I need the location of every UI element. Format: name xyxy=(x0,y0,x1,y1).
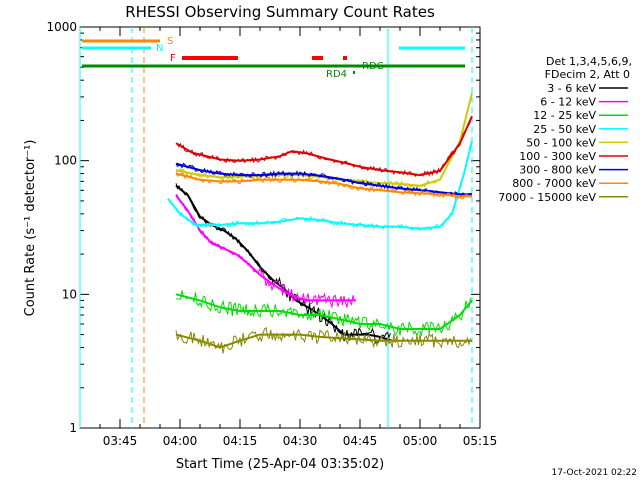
rd4-point xyxy=(353,71,355,74)
series-trace-6-12-kev xyxy=(175,194,355,310)
x-tick-label-0415: 04:15 xyxy=(223,434,258,448)
plot-frame xyxy=(79,26,481,429)
series-line-800-7000-kev xyxy=(175,172,472,198)
x-tick-label-0430: 04:30 xyxy=(283,434,318,448)
legend-label-6-12-kev: 6 - 12 keV xyxy=(540,96,596,109)
x-tick-label-0445: 04:45 xyxy=(343,434,378,448)
series-line-100-300-kev xyxy=(175,115,473,177)
y-tick-label-1: 1 xyxy=(69,421,77,435)
legend-header-line-2: FDecim 2, Att 0 xyxy=(545,68,630,81)
y-axis-label: Count Rate (s⁻¹ detector⁻¹) xyxy=(23,140,38,317)
series-line-7000-15000-kev xyxy=(175,333,472,349)
series-line-12-25-kev xyxy=(175,293,473,330)
series-trace-100-300-kev xyxy=(175,121,471,178)
series-line-25-50-kev xyxy=(167,140,473,230)
legend-label-3-6-kev: 3 - 6 keV xyxy=(547,82,596,95)
legend-label-12-25-kev: 12 - 25 keV xyxy=(533,109,596,122)
x-tick-label-0400: 04:00 xyxy=(163,434,198,448)
flag-label-f: F xyxy=(170,53,176,64)
flag-label-s: S xyxy=(167,36,173,47)
series-trace-7000-15000-kev xyxy=(175,326,471,354)
legend-label-300-800-kev: 300 - 800 keV xyxy=(519,164,596,177)
legend-label-800-7000-kev: 800 - 7000 keV xyxy=(512,177,596,190)
y-tick-label-1000: 1000 xyxy=(46,20,77,34)
legend-label-50-100-kev: 50 - 100 keV xyxy=(526,136,596,149)
y-tick-label-100: 100 xyxy=(54,154,77,168)
flag-label-n: N xyxy=(156,43,163,54)
series-trace-25-50-kev xyxy=(167,145,471,232)
series-line-300-800-kev xyxy=(175,162,472,196)
flag-label-rd4: RD4 xyxy=(326,69,347,80)
legend-label-7000-15000-kev: 7000 - 15000 keV xyxy=(498,191,596,204)
legend-label-100-300-kev: 100 - 300 keV xyxy=(519,150,596,163)
x-tick-label-0515: 05:15 xyxy=(463,434,498,448)
legend-header-line-1: Det 1,3,4,5,6,9, xyxy=(546,55,632,68)
x-tick-label-0345: 03:45 xyxy=(103,434,138,448)
series-line-3-6-kev xyxy=(175,184,393,342)
series-line-6-12-kev xyxy=(175,194,356,302)
x-axis-label: Start Time (25-Apr-04 03:35:02) xyxy=(176,457,384,472)
date-stamp: 17-Oct-2021 02:22 xyxy=(552,468,637,478)
chart-title: RHESSI Observing Summary Count Rates xyxy=(125,3,435,21)
y-tick-label-10: 10 xyxy=(62,287,77,301)
x-tick-label-0500: 05:00 xyxy=(403,434,438,448)
legend-label-25-50-kev: 25 - 50 keV xyxy=(533,123,596,136)
flag-label-rdc: RDC xyxy=(362,61,384,72)
